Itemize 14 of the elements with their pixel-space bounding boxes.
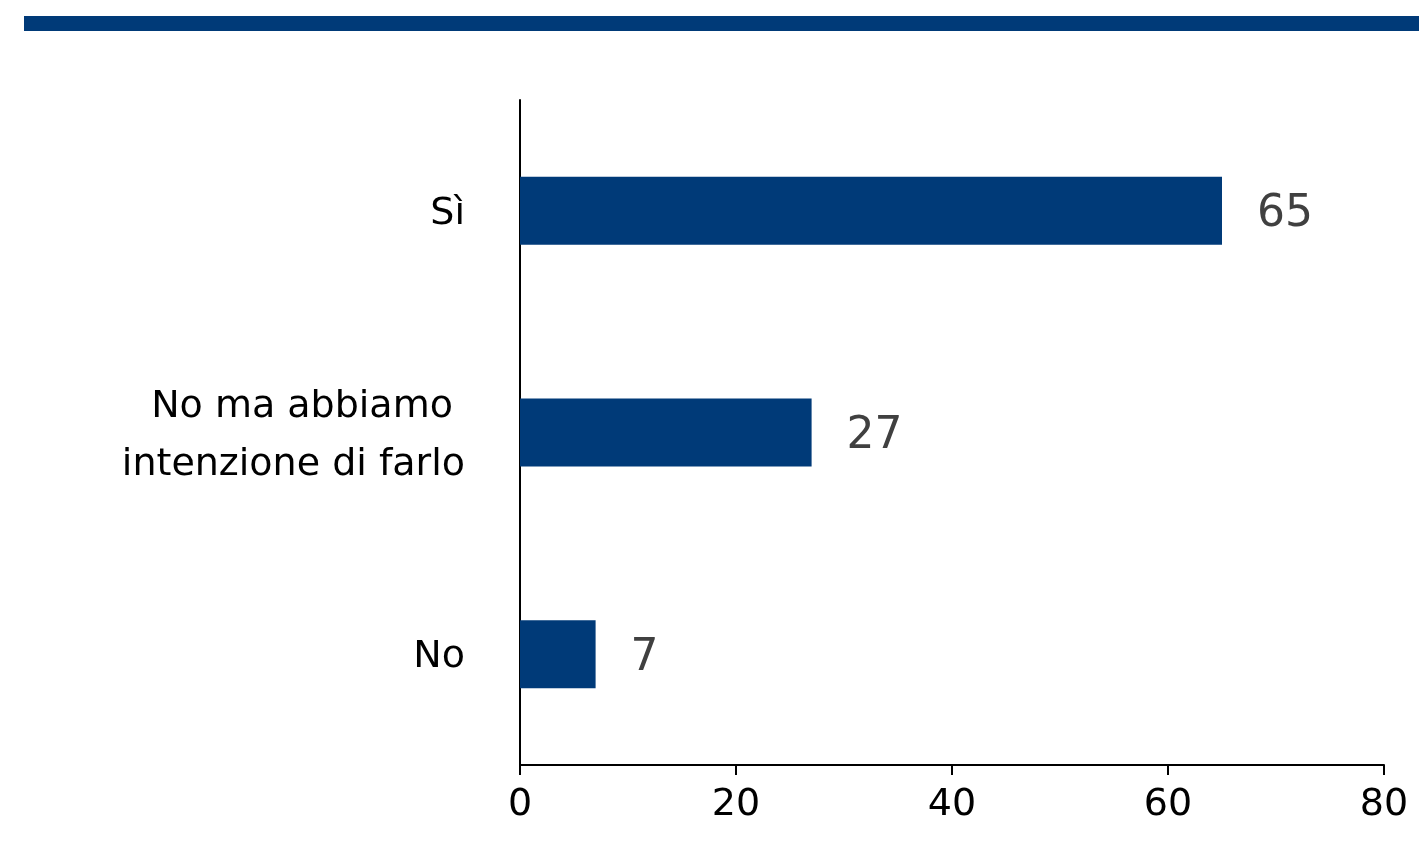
bar — [520, 620, 596, 689]
data-label: 27 — [846, 407, 903, 458]
x-tick-label: 40 — [927, 780, 977, 824]
data-label: 65 — [1257, 185, 1313, 237]
x-tick-label: 0 — [507, 780, 533, 824]
bar — [520, 398, 812, 467]
x-tick-label: 20 — [711, 780, 761, 824]
bar — [520, 176, 1222, 245]
x-tick-label: 80 — [1359, 780, 1409, 824]
y-tick-label: Sì — [430, 188, 465, 233]
y-tick-label: No ma abbiamo intenzione di farlo — [121, 381, 465, 484]
x-tick-label: 60 — [1143, 780, 1193, 824]
y-tick-label: No — [413, 632, 465, 677]
data-label: 7 — [630, 628, 659, 680]
